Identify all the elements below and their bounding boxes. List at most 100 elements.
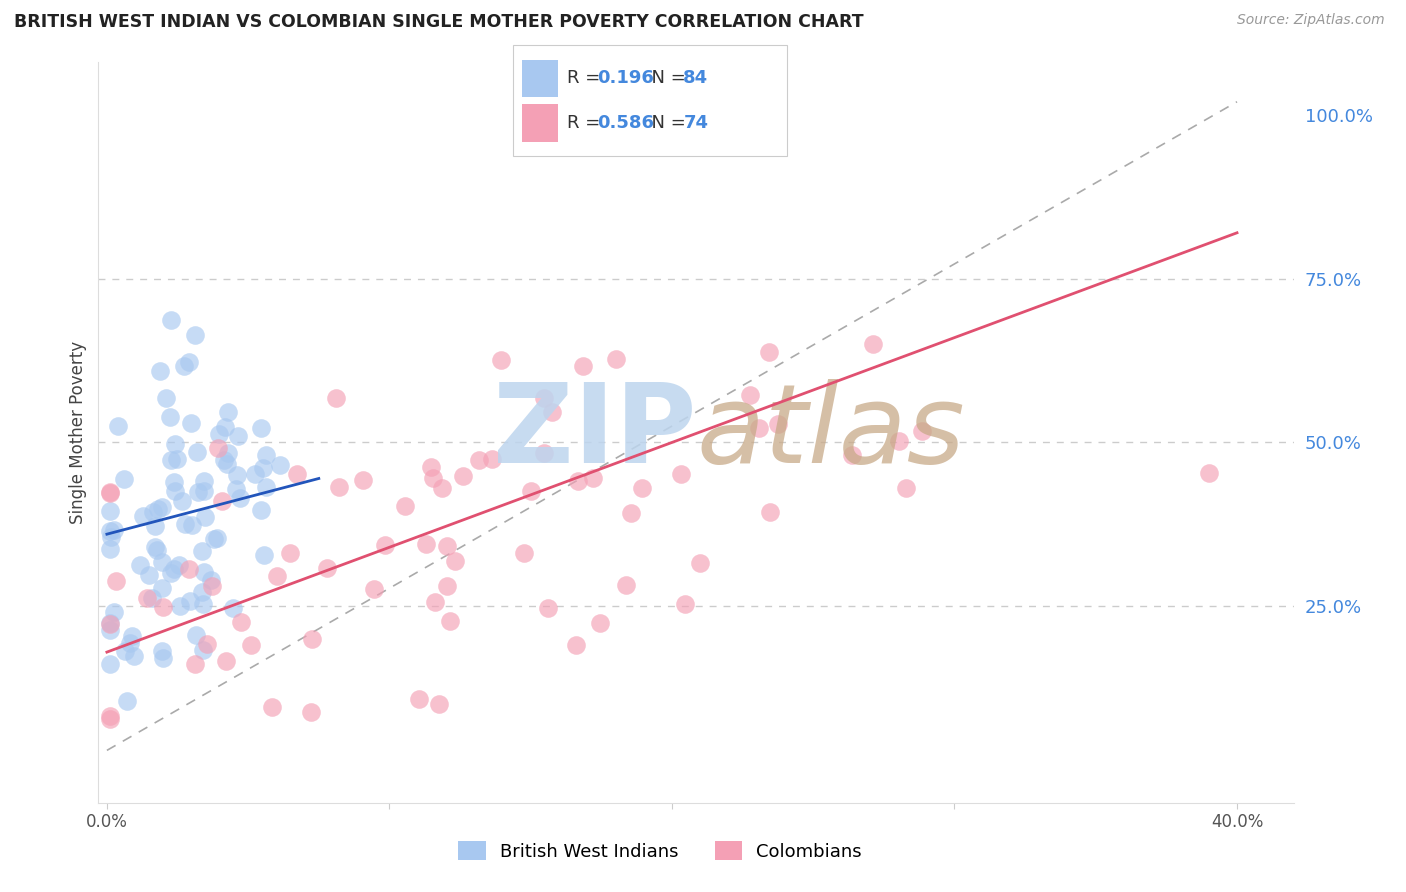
Point xyxy=(215,654,238,668)
Point xyxy=(98,657,121,672)
Point xyxy=(202,533,225,547)
Point xyxy=(243,467,266,481)
Point xyxy=(152,555,174,569)
Text: Source: ZipAtlas.com: Source: ZipAtlas.com xyxy=(1237,13,1385,28)
Point xyxy=(250,421,273,435)
Point xyxy=(299,706,322,720)
Point xyxy=(136,591,159,605)
Point xyxy=(363,582,385,597)
Point xyxy=(179,594,201,608)
Point xyxy=(149,364,172,378)
Point xyxy=(262,699,284,714)
Point xyxy=(862,336,884,351)
Point xyxy=(193,483,215,498)
Point xyxy=(193,474,215,488)
Point xyxy=(673,597,696,611)
Point xyxy=(114,644,136,658)
Point xyxy=(229,491,252,505)
Point xyxy=(605,351,627,366)
Point xyxy=(422,471,444,485)
Point xyxy=(520,484,543,499)
Point xyxy=(191,642,214,657)
Point xyxy=(124,649,146,664)
Point xyxy=(468,453,491,467)
Point xyxy=(278,546,301,560)
Point xyxy=(167,558,190,573)
Point xyxy=(214,420,236,434)
Point xyxy=(212,452,235,467)
Point xyxy=(98,615,121,630)
Point xyxy=(582,471,605,485)
Point xyxy=(425,595,447,609)
Point xyxy=(179,355,201,369)
Point xyxy=(253,548,276,562)
Point xyxy=(98,524,121,539)
Point xyxy=(222,601,245,615)
Point xyxy=(759,505,782,519)
Point xyxy=(201,579,224,593)
Point xyxy=(128,558,150,572)
Point xyxy=(315,561,337,575)
Point xyxy=(98,542,121,557)
Point xyxy=(620,506,643,520)
Text: R =: R = xyxy=(567,114,606,132)
Text: N =: N = xyxy=(640,114,692,132)
Point xyxy=(766,417,789,431)
Point xyxy=(572,359,595,373)
Point xyxy=(491,352,513,367)
Point xyxy=(567,474,589,488)
Point xyxy=(163,475,186,489)
Point xyxy=(159,453,181,467)
Point xyxy=(436,579,458,593)
Point xyxy=(166,451,188,466)
Point xyxy=(894,481,917,495)
Text: 0.196: 0.196 xyxy=(598,70,654,87)
Text: BRITISH WEST INDIAN VS COLOMBIAN SINGLE MOTHER POVERTY CORRELATION CHART: BRITISH WEST INDIAN VS COLOMBIAN SINGLE … xyxy=(14,13,863,31)
Point xyxy=(193,597,215,611)
Point xyxy=(614,577,637,591)
Point xyxy=(533,391,555,405)
Point xyxy=(100,530,122,544)
Point xyxy=(887,434,910,448)
Point xyxy=(187,485,209,500)
Point xyxy=(117,693,139,707)
Point xyxy=(207,441,229,455)
Point xyxy=(173,359,195,373)
Point xyxy=(180,518,202,533)
Point xyxy=(105,574,128,589)
Point xyxy=(103,523,125,537)
Point xyxy=(266,569,288,583)
Point xyxy=(98,484,121,499)
Point xyxy=(669,467,692,481)
Point xyxy=(160,313,183,327)
Point xyxy=(103,605,125,619)
Text: atlas: atlas xyxy=(696,379,965,486)
Text: 74: 74 xyxy=(683,114,709,132)
Point xyxy=(141,591,163,605)
Point xyxy=(146,543,169,558)
Point xyxy=(217,457,239,471)
Point xyxy=(269,458,291,472)
Text: N =: N = xyxy=(640,70,692,87)
Point xyxy=(98,504,121,518)
Point xyxy=(374,538,396,552)
Point xyxy=(430,481,453,495)
Point xyxy=(436,539,458,553)
Point xyxy=(191,544,214,558)
Point xyxy=(205,531,228,545)
Point xyxy=(155,391,177,405)
Point xyxy=(98,708,121,723)
Point xyxy=(226,468,249,483)
Point xyxy=(174,517,197,532)
Point xyxy=(740,387,762,401)
Point xyxy=(444,554,467,568)
Point xyxy=(208,426,231,441)
Point xyxy=(118,636,141,650)
Point xyxy=(194,510,217,524)
Point xyxy=(172,494,194,508)
Point xyxy=(107,419,129,434)
Point xyxy=(537,601,560,615)
Point xyxy=(254,480,277,494)
Point xyxy=(186,444,208,458)
Point xyxy=(184,628,207,642)
